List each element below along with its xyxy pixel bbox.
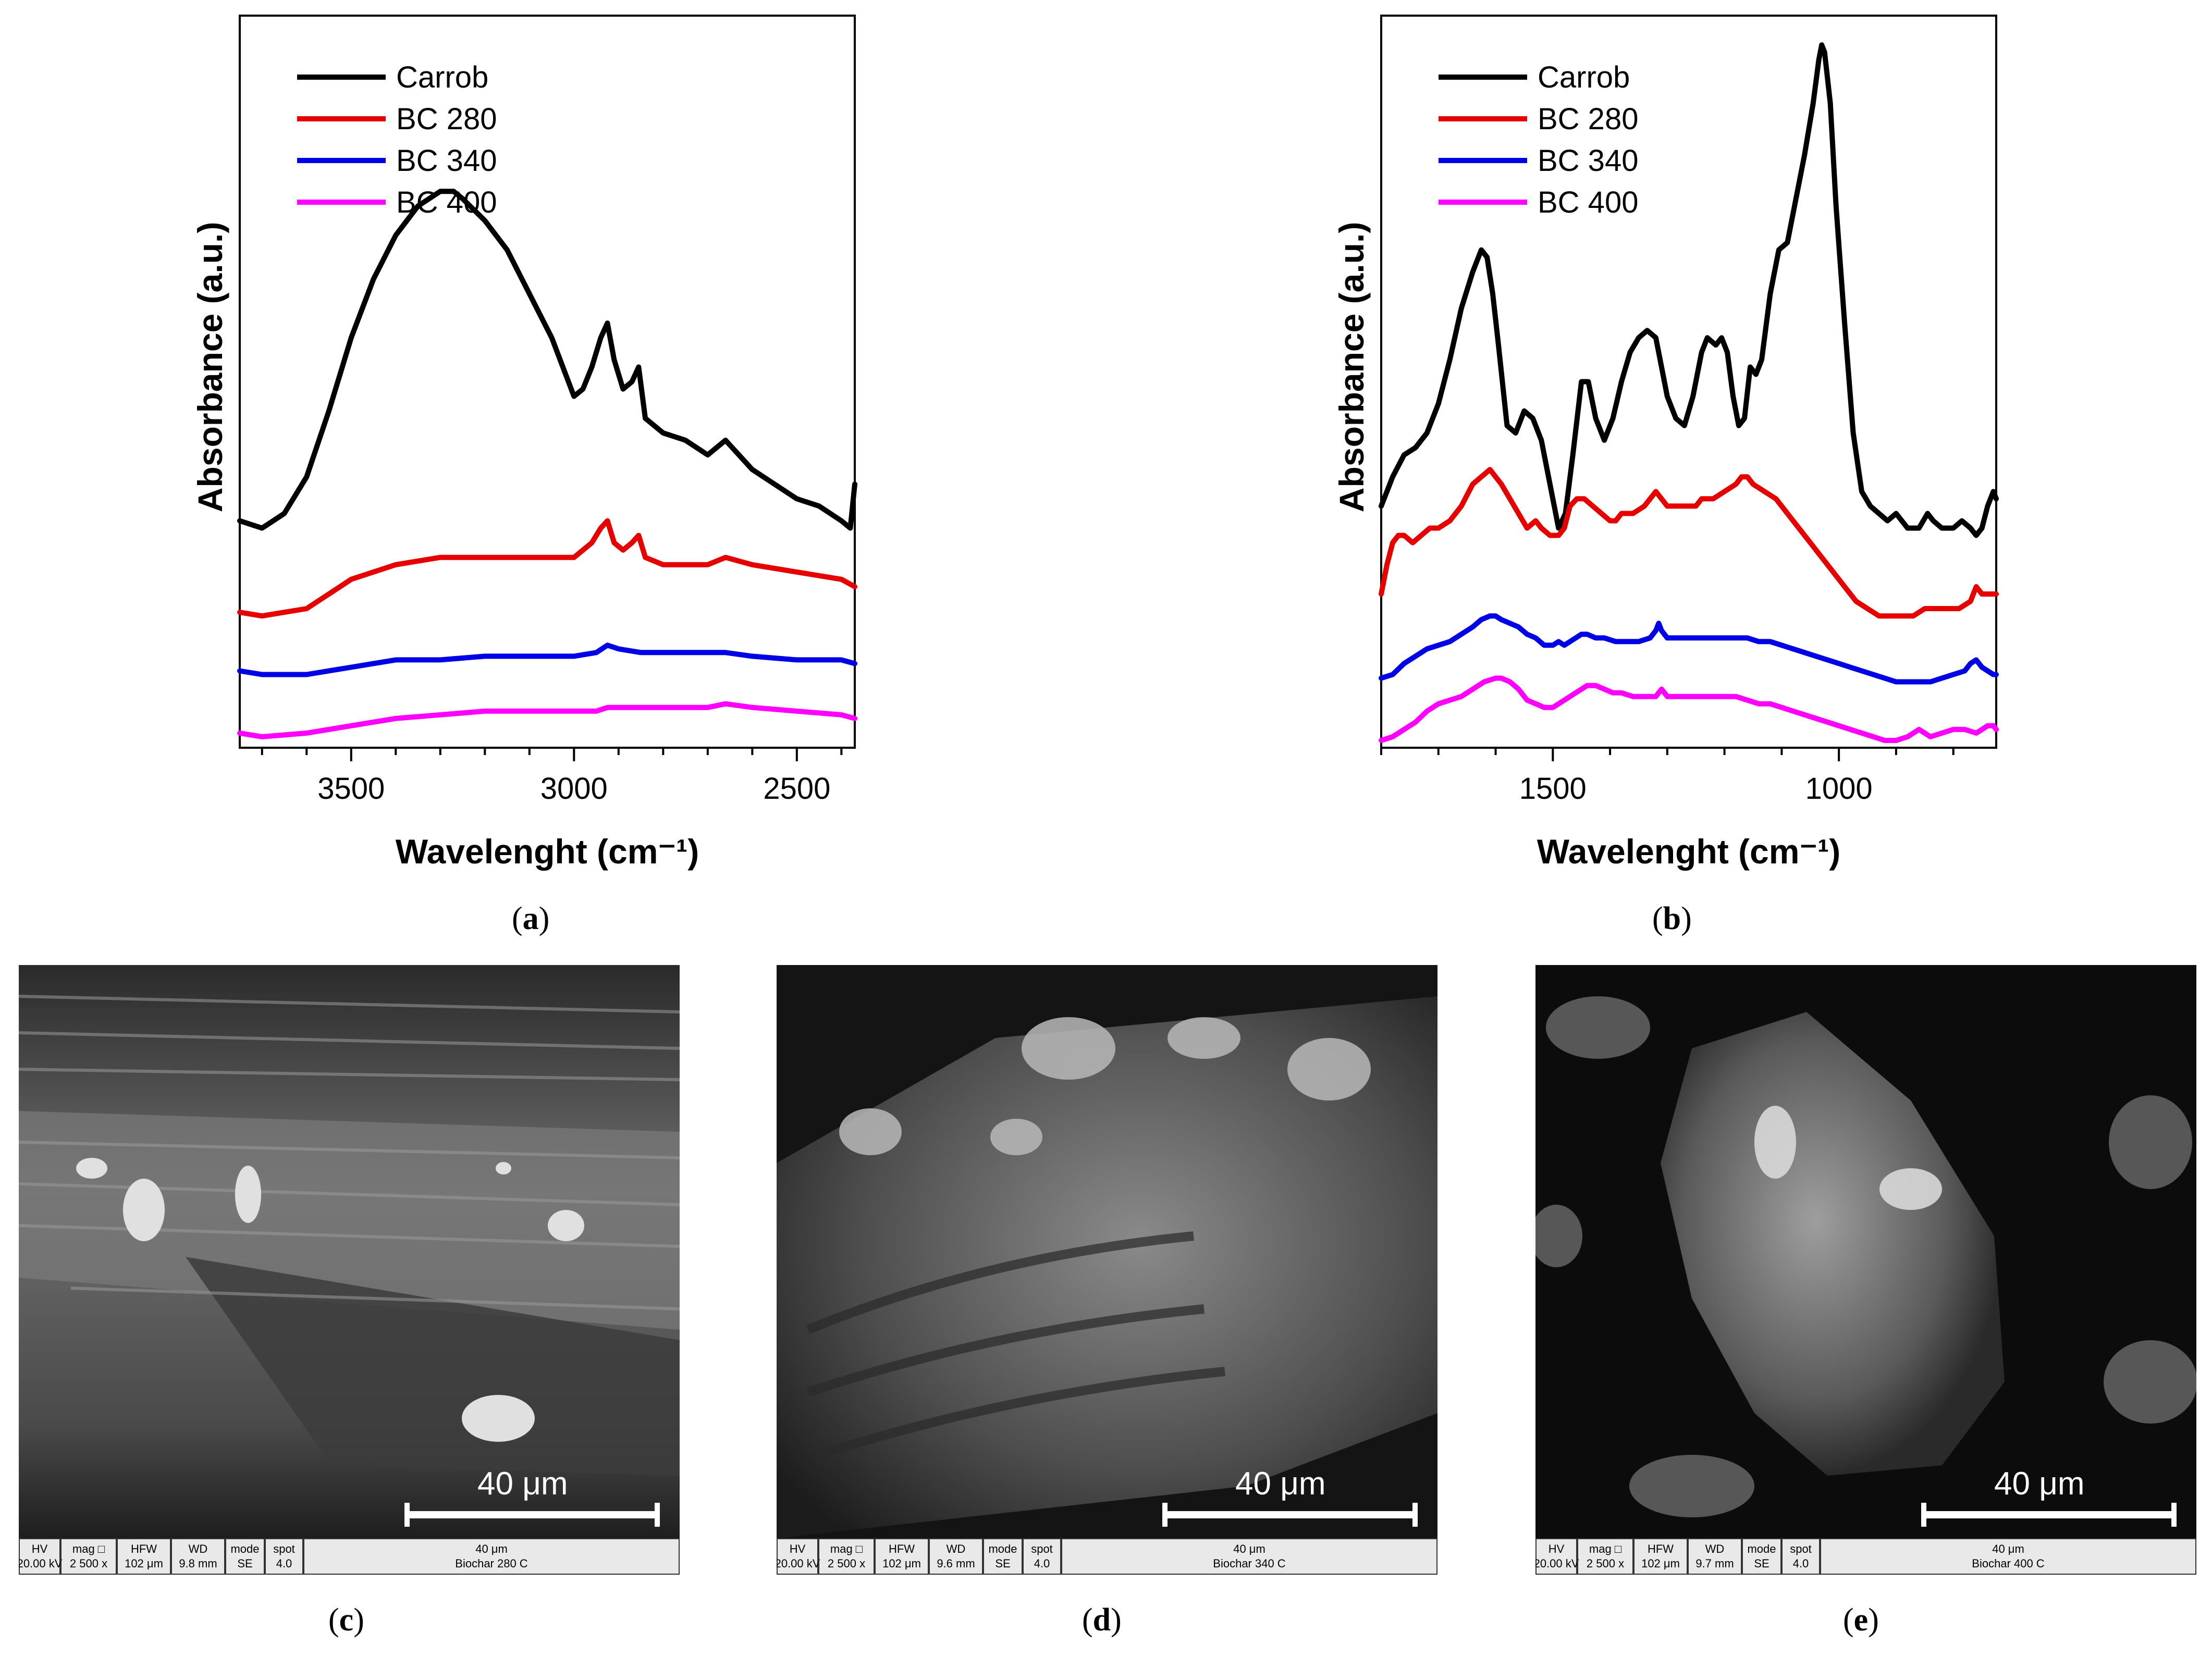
- x-tick-label: 1000: [1805, 772, 1873, 806]
- sem-micrograph-e: [1535, 965, 2196, 1538]
- scale-label-d: 40 μm: [1235, 1466, 1326, 1502]
- sem-infobar-c: HV 20.00 kV mag □ 2 500 x HFW 102 μm WD 9.8 …: [19, 1538, 680, 1575]
- legend-label: BC 280: [396, 102, 497, 136]
- legend-label: Carrob: [396, 60, 488, 94]
- legend-label: BC 400: [396, 186, 497, 219]
- series-line-carrob: [1379, 42, 1999, 538]
- x-axis-label: Wavelenght (cm⁻¹): [1537, 832, 1840, 871]
- sem-micrograph-c: [19, 965, 680, 1538]
- panel-label-a: (a): [512, 901, 550, 936]
- series-line-bc-280: [237, 518, 857, 619]
- sem-image-c: 40 μm HV 20.00 kV mag □ 2 500 x HFW 102 μm …: [19, 965, 680, 1575]
- panel-label-b: (b): [1652, 901, 1692, 936]
- panel-label-d: (d): [1082, 1602, 1122, 1638]
- scale-bar-c: [404, 1503, 660, 1527]
- legend-label: Carrob: [1538, 60, 1630, 94]
- panel-label-c: (c): [328, 1602, 364, 1638]
- series-line-bc-400: [1379, 675, 1999, 743]
- x-tick-label: 3500: [317, 772, 385, 806]
- sem-image-d: 40 μm HV 20.00 kV mag □ 2 500 x HFW 102 μm …: [777, 965, 1437, 1575]
- scale-bar-e: [1921, 1503, 2177, 1527]
- scale-label-c: 40 μm: [477, 1466, 568, 1502]
- legend-label: BC 340: [1538, 144, 1638, 178]
- series-line-bc-400: [237, 701, 857, 739]
- x-tick-label: 2500: [763, 772, 830, 806]
- scale-bar-d: [1162, 1503, 1418, 1527]
- legend-label: BC 400: [1538, 186, 1638, 219]
- x-tick-label: 1500: [1519, 772, 1587, 806]
- series-line-bc-280: [1379, 467, 1999, 619]
- plot-frame: [1380, 15, 1997, 749]
- series-line-bc-340: [1379, 613, 1999, 685]
- x-tick-label: 3000: [540, 772, 608, 806]
- ftir-chart-a: 3500 3000 2500 Wavelenght (cm⁻¹) Absorbance …: [191, 15, 857, 871]
- series-line-carrob: [237, 189, 857, 531]
- ftir-chart-b: 1500 1000 Wavelenght (cm⁻¹) Absorbance (a.u…: [1332, 15, 1999, 871]
- sem-micrograph-d: [777, 965, 1437, 1538]
- plot-frame: [239, 15, 856, 749]
- legend-label: BC 340: [396, 144, 497, 178]
- legend-label: BC 280: [1538, 102, 1638, 136]
- y-axis-label: Absorbance (a.u.): [191, 222, 229, 512]
- sem-infobar-d: HV 20.00 kV mag □ 2 500 x HFW 102 μm WD 9.6 …: [777, 1538, 1437, 1575]
- series-line-bc-340: [237, 642, 857, 677]
- x-axis-label: Wavelenght (cm⁻¹): [396, 832, 699, 871]
- scale-label-e: 40 μm: [1994, 1466, 2085, 1502]
- y-axis-label: Absorbance (a.u.): [1332, 222, 1371, 512]
- sem-image-e: 40 μm HV 20.00 kV mag □ 2 500 x HFW 102 μm …: [1535, 965, 2196, 1575]
- panel-label-e: (e): [1843, 1602, 1879, 1638]
- sem-infobar-e: HV 20.00 kV mag □ 2 500 x HFW 102 μm WD 9.7 …: [1535, 1538, 2196, 1575]
